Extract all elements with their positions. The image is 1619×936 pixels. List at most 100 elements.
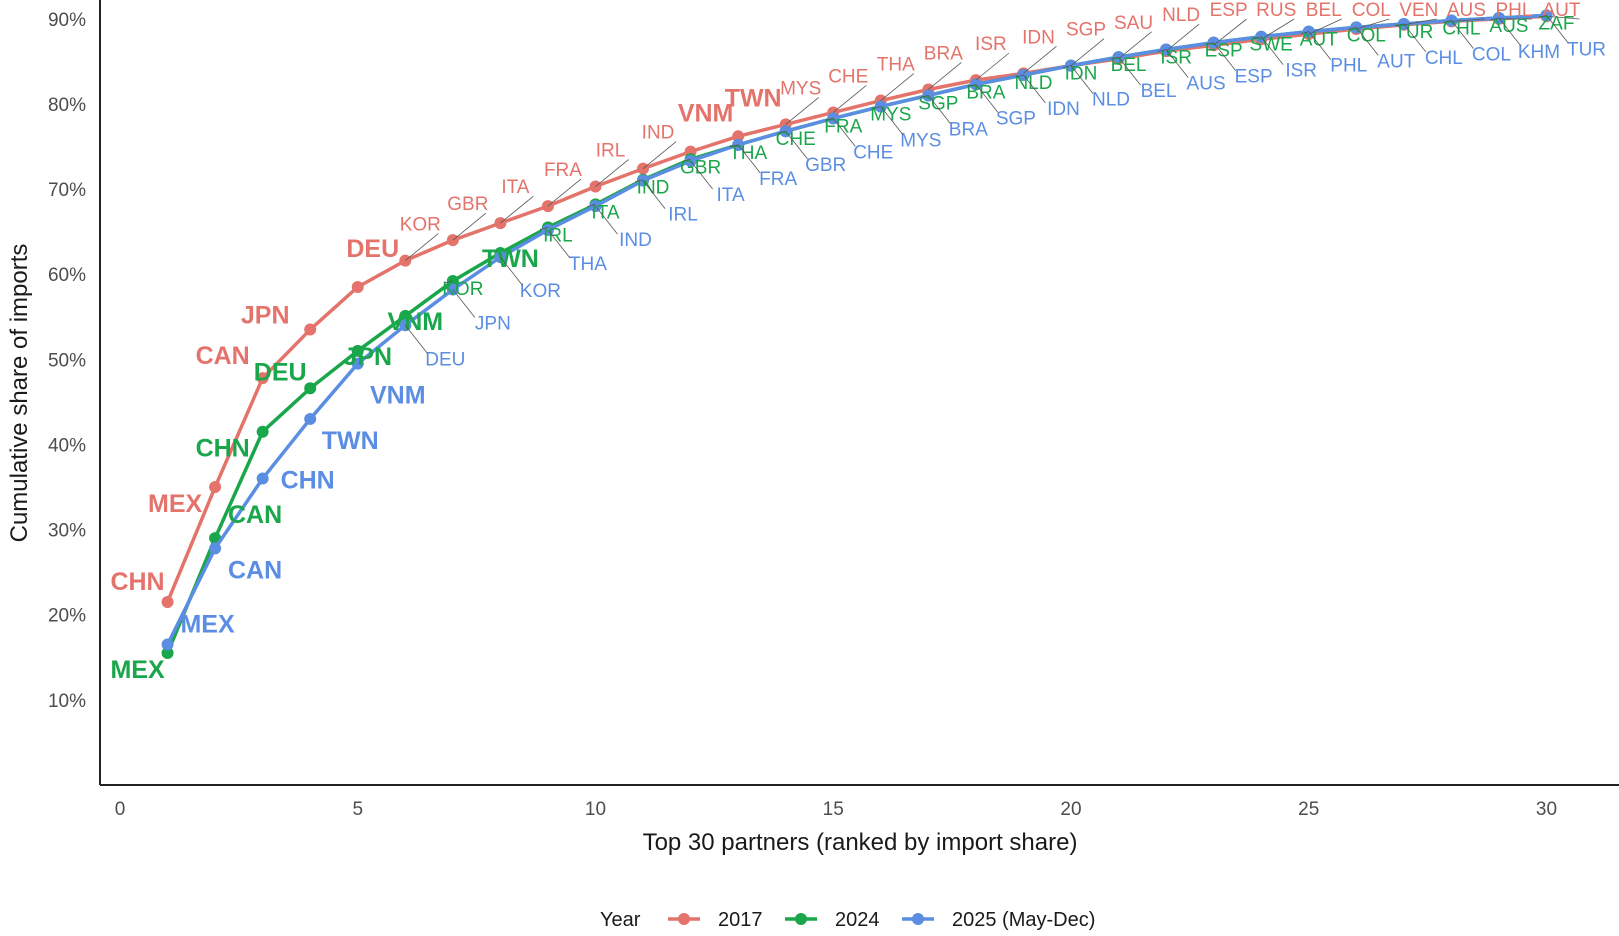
point-label: VNM: [678, 100, 734, 128]
point-label: AUT: [1377, 51, 1415, 72]
point-label: AUS: [1489, 16, 1528, 37]
label-leader-line: [1443, 20, 1452, 23]
label-leader-line: [880, 106, 904, 135]
y-tick-label: 90%: [48, 10, 86, 31]
point-label: SAU: [1114, 13, 1153, 34]
label-leader-line: [737, 144, 761, 174]
point-label: MEX: [180, 611, 235, 639]
x-tick-label: 30: [1536, 799, 1557, 820]
label-leader-line: [500, 195, 534, 224]
point-label: KOR: [442, 279, 483, 300]
label-leader-line: [880, 73, 915, 101]
data-point: [351, 357, 364, 370]
legend-label: 2025 (May-Dec): [952, 909, 1095, 931]
label-leader-line: [1403, 23, 1427, 53]
point-label: ESP: [1235, 67, 1273, 88]
x-tick-label: 10: [585, 799, 606, 820]
point-label: TWN: [482, 245, 539, 273]
point-label: ITA: [501, 177, 529, 198]
point-label: JPN: [343, 343, 392, 371]
label-leader-line: [785, 130, 809, 160]
point-label: SGP: [996, 108, 1036, 129]
point-label: VNM: [388, 308, 444, 336]
label-leader-line: [1356, 18, 1390, 30]
point-label: COL: [1472, 45, 1511, 66]
y-tick-label: 70%: [48, 180, 86, 201]
label-leader-line: [730, 144, 739, 148]
point-label: CHL: [1425, 48, 1463, 69]
point-label: CHL: [1442, 19, 1480, 40]
point-label: DEU: [346, 235, 399, 263]
point-label: COL: [1347, 25, 1386, 46]
data-point: [351, 344, 364, 357]
x-tick-label: 0: [115, 799, 126, 820]
point-label: ITA: [591, 202, 619, 223]
point-label: NLD: [1014, 73, 1052, 94]
point-label: ITA: [717, 185, 745, 206]
point-label: KHM: [1518, 42, 1560, 63]
label-leader-line: [975, 84, 999, 113]
label-leader-line: [690, 160, 713, 190]
series-line-2017: [165, 14, 1547, 603]
label-leader-line: [1158, 49, 1167, 52]
data-point: [732, 130, 745, 143]
label-leader-line: [1118, 31, 1152, 60]
point-label: PHL: [1330, 56, 1367, 77]
x-tick-label: 20: [1060, 799, 1081, 820]
label-leader-line: [595, 205, 618, 235]
point-label: BRA: [949, 119, 988, 140]
point-label: TWN: [725, 84, 782, 112]
point-label: ISR: [1285, 61, 1317, 82]
series-layer: [161, 9, 1553, 660]
point-label: ZAF: [1539, 13, 1575, 34]
point-label: SGP: [1066, 20, 1106, 41]
x-tick-label: 5: [352, 799, 363, 820]
point-label: CAN: [228, 501, 282, 529]
data-point: [304, 323, 317, 336]
legend: Year 2017 2024 2025 (May-Dec): [600, 909, 1095, 931]
point-label: MYS: [870, 105, 911, 126]
point-label: IRL: [543, 225, 573, 246]
point-label: FRA: [824, 116, 862, 137]
point-label: TWN: [322, 427, 379, 455]
point-label: AUS: [1187, 73, 1226, 94]
point-label: KOR: [520, 281, 561, 302]
label-leader-line: [1348, 26, 1357, 30]
point-label: DEU: [425, 349, 465, 370]
label-leader-line: [777, 130, 786, 134]
point-label: TUR: [1394, 22, 1433, 43]
point-label: PHL: [1495, 0, 1532, 21]
legend-label: 2024: [835, 909, 880, 931]
label-leader-line: [1403, 18, 1437, 26]
axes: 10% 20% 30% 40% 50% 60% 70% 80% 90% 0 5 10 15 20 25 30: [48, 0, 1619, 820]
point-label: IND: [642, 123, 675, 144]
label-leader-line: [825, 118, 834, 121]
point-label: ESP: [1210, 0, 1248, 21]
point-label: IRL: [596, 141, 626, 162]
label-leader-line: [1546, 15, 1580, 20]
point-label: VNM: [370, 382, 426, 410]
point-label: BRA: [966, 82, 1005, 103]
label-leader-line: [1355, 27, 1379, 56]
label-leader-line: [1205, 42, 1214, 46]
data-point: [161, 595, 174, 608]
label-leader-line: [1300, 31, 1309, 34]
point-label: THA: [569, 254, 607, 275]
label-leader-line: [452, 289, 476, 318]
label-leader-line: [1213, 18, 1247, 46]
point-label: CHN: [196, 435, 250, 463]
label-leader-line: [1253, 36, 1262, 40]
point-label: GBR: [447, 194, 488, 215]
label-leader-line: [587, 204, 596, 207]
label-leader-line: [642, 180, 666, 209]
y-tick-label: 40%: [48, 435, 86, 456]
label-leader-line: [642, 141, 677, 169]
label-leader-line: [1395, 23, 1404, 27]
point-label: BEL: [1141, 81, 1177, 102]
y-tick-label: 50%: [48, 350, 86, 371]
legend-title: Year: [600, 909, 641, 931]
y-tick-label: 30%: [48, 521, 86, 542]
point-label: THA: [729, 143, 767, 164]
point-label: BEL: [1111, 55, 1147, 76]
point-label: IDN: [1047, 99, 1080, 120]
